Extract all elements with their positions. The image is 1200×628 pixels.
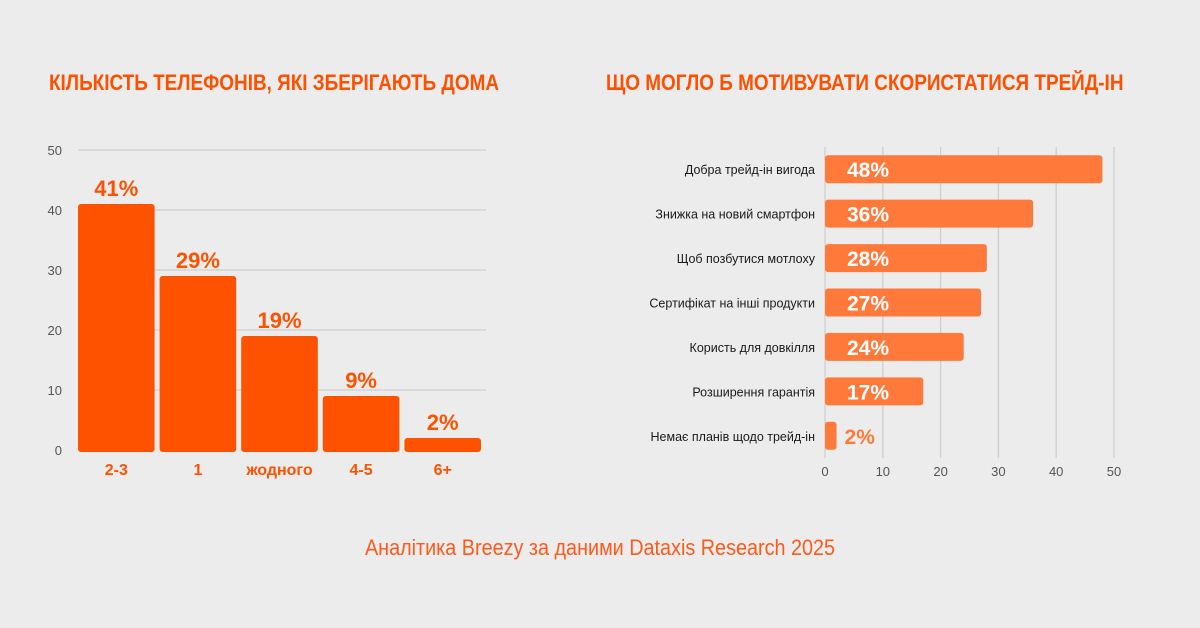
data-label: 24% <box>847 337 889 360</box>
y-tick-label: 0 <box>55 443 62 458</box>
bar-3 <box>825 288 982 317</box>
bar-0 <box>78 204 155 452</box>
bar-2 <box>825 244 987 273</box>
bar-1 <box>825 199 1034 228</box>
y-tick-label: Немає планів щодо трейд-ін <box>651 430 816 444</box>
x-tick-label: 1 <box>193 462 202 479</box>
x-tick-label: 6+ <box>434 462 452 479</box>
data-label: 2% <box>427 410 459 435</box>
y-tick-label: Розширення гарантія <box>692 385 815 399</box>
x-tick-label: 30 <box>991 464 1005 479</box>
y-tick-label: 30 <box>48 263 62 278</box>
data-label: 2% <box>845 426 876 449</box>
x-tick-label: 0 <box>821 464 828 479</box>
y-tick-label: Сертифікат на інші продукти <box>649 297 815 311</box>
y-tick-label: 10 <box>48 383 62 398</box>
source-footer: Аналітика Breezy за даними Dataxis Resea… <box>364 535 836 560</box>
bar-6 <box>825 421 837 450</box>
x-tick-label: 40 <box>1049 464 1063 479</box>
data-label: 41% <box>94 176 138 201</box>
bar-4 <box>825 332 964 361</box>
y-tick-label: Користь для довкілля <box>690 341 815 355</box>
bar-3 <box>322 396 400 452</box>
y-tick-label: Добра трейд-ін вигода <box>685 163 815 177</box>
x-tick-label: жодного <box>245 462 313 479</box>
bar-5 <box>825 377 924 406</box>
data-label: 19% <box>257 308 301 333</box>
left-chart-title: КІЛЬКІСТЬ ТЕЛЕФОНІВ, ЯКІ ЗБЕРІГАЮТЬ ДОМА <box>49 70 500 95</box>
bar-2 <box>241 336 318 452</box>
data-label: 27% <box>847 293 889 316</box>
y-tick-label: 20 <box>48 323 62 338</box>
data-label: 17% <box>847 381 889 404</box>
bar-1 <box>159 276 237 452</box>
data-label: 36% <box>847 204 889 227</box>
data-label: 48% <box>847 159 889 182</box>
data-label: 28% <box>847 248 889 271</box>
y-tick-label: 40 <box>48 203 62 218</box>
y-tick-label: 50 <box>48 143 62 158</box>
y-tick-label: Знижка на новий смартфон <box>655 208 815 222</box>
x-tick-label: 50 <box>1107 464 1121 479</box>
data-label: 9% <box>345 368 377 393</box>
data-label: 29% <box>176 248 220 273</box>
x-tick-label: 4-5 <box>350 462 373 479</box>
bar-4 <box>404 438 481 452</box>
y-tick-label: Щоб позбутися мотлоху <box>677 252 816 266</box>
x-tick-label: 2-3 <box>105 462 128 479</box>
bar-0 <box>825 155 1103 184</box>
right-chart-title: ЩО МОГЛО Б МОТИВУВАТИ СКОРИСТАТИСЯ ТРЕЙД… <box>606 70 1124 95</box>
x-tick-label: 10 <box>876 464 890 479</box>
x-tick-label: 20 <box>933 464 947 479</box>
